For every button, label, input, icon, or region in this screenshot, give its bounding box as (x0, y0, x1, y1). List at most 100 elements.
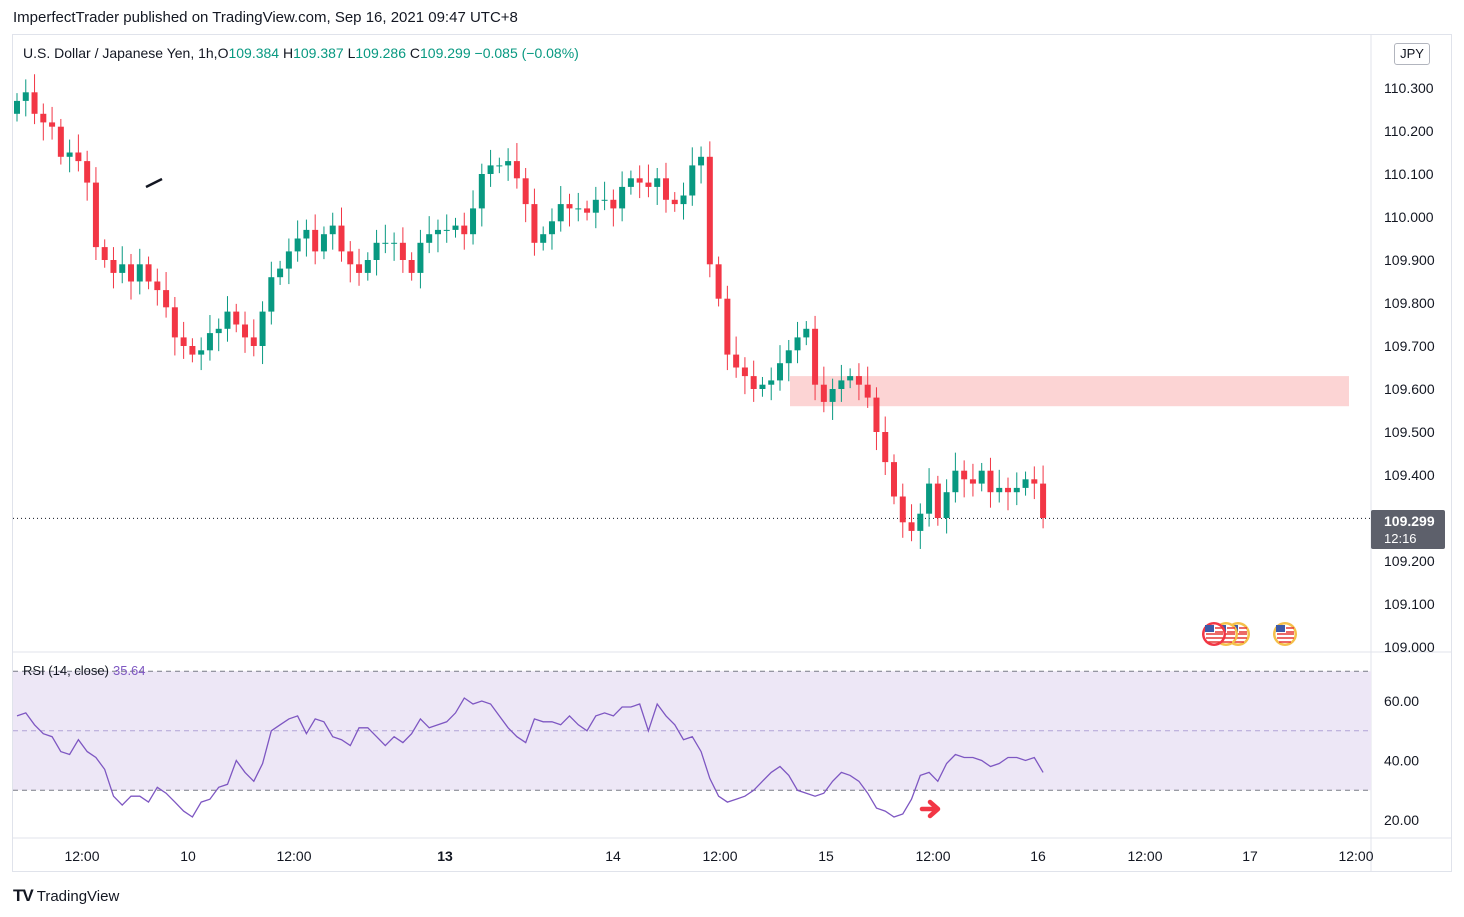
candle-body[interactable] (864, 384, 871, 398)
candle-body[interactable] (92, 182, 99, 248)
candle-body[interactable] (259, 311, 266, 346)
candle-body[interactable] (566, 204, 573, 209)
candle-body[interactable] (961, 470, 968, 480)
candle-body[interactable] (452, 225, 459, 230)
candle-body[interactable] (750, 376, 757, 389)
candle-body[interactable] (119, 264, 126, 273)
candle-body[interactable] (224, 311, 231, 329)
candle-body[interactable] (487, 165, 494, 174)
candle-body[interactable] (636, 178, 643, 183)
candle-body[interactable] (40, 113, 47, 123)
resistance-zone[interactable] (790, 376, 1349, 407)
candle-body[interactable] (84, 161, 91, 183)
currency-badge[interactable]: JPY (1394, 43, 1430, 65)
candle-body[interactable] (540, 234, 547, 243)
candle-body[interactable] (57, 126, 64, 157)
candle-body[interactable] (1031, 479, 1038, 484)
candle-body[interactable] (706, 156, 713, 265)
candle-body[interactable] (1005, 487, 1012, 493)
candle-body[interactable] (855, 376, 862, 385)
candle-body[interactable] (575, 208, 582, 210)
candle-body[interactable] (803, 328, 810, 338)
candle-body[interactable] (189, 346, 196, 355)
candle-body[interactable] (610, 199, 617, 209)
candle-body[interactable] (759, 384, 766, 389)
candle-body[interactable] (891, 462, 897, 497)
candle-body[interactable] (934, 483, 941, 518)
candle-body[interactable] (680, 195, 687, 205)
candle-body[interactable] (785, 350, 792, 364)
candle-body[interactable] (101, 247, 108, 260)
candle-body[interactable] (662, 178, 669, 200)
candle-body[interactable] (14, 100, 20, 114)
candle-body[interactable] (136, 264, 143, 282)
candle-body[interactable] (242, 324, 249, 338)
candle-body[interactable] (277, 268, 284, 278)
candle-body[interactable] (969, 479, 976, 484)
candle-body[interactable] (408, 260, 415, 273)
candle-body[interactable] (496, 165, 503, 167)
candle-body[interactable] (443, 229, 450, 231)
candle-body[interactable] (627, 178, 634, 187)
candle-body[interactable] (145, 264, 152, 282)
candle-body[interactable] (128, 264, 135, 282)
candle-body[interactable] (285, 251, 292, 269)
candle-body[interactable] (601, 199, 608, 201)
candle-body[interactable] (926, 483, 933, 514)
candle-body[interactable] (619, 186, 626, 209)
us-flag-event-icon[interactable] (1202, 622, 1226, 646)
candle-body[interactable] (417, 242, 424, 273)
candle-body[interactable] (391, 242, 398, 244)
tradingview-brand[interactable]: TV TradingView (13, 886, 119, 906)
candle-body[interactable] (110, 260, 117, 273)
candle-body[interactable] (75, 152, 82, 162)
candle-body[interactable] (671, 199, 678, 205)
candle-body[interactable] (171, 307, 178, 338)
candle-body[interactable] (505, 161, 512, 166)
candle-body[interactable] (654, 178, 661, 187)
candle-body[interactable] (645, 182, 652, 187)
candle-body[interactable] (22, 92, 29, 101)
candle-body[interactable] (952, 470, 959, 493)
candle-body[interactable] (356, 264, 363, 273)
candle-body[interactable] (733, 354, 740, 368)
candle-body[interactable] (715, 264, 722, 299)
candle-body[interactable] (461, 225, 468, 235)
candle-body[interactable] (584, 208, 591, 213)
candle-body[interactable] (829, 389, 836, 402)
rsi-line[interactable] (16, 697, 1044, 818)
candle-body[interactable] (338, 225, 345, 252)
candle-body[interactable] (66, 152, 73, 157)
candle-body[interactable] (434, 229, 441, 235)
candle-body[interactable] (794, 337, 801, 351)
candle-body[interactable] (689, 165, 696, 196)
candle-body[interactable] (522, 178, 529, 205)
candle-body[interactable] (776, 363, 783, 381)
candle-body[interactable] (882, 432, 889, 463)
candle-body[interactable] (294, 238, 301, 252)
candle-body[interactable] (268, 277, 275, 312)
candle-body[interactable] (1013, 487, 1020, 493)
candle-body[interactable] (978, 470, 985, 484)
candle-body[interactable] (917, 513, 924, 531)
red-arrow-icon[interactable] (919, 799, 941, 819)
candle-body[interactable] (513, 161, 520, 179)
candle-body[interactable] (873, 397, 880, 432)
candle-body[interactable] (768, 380, 775, 385)
candle-body[interactable] (347, 251, 354, 265)
candle-body[interactable] (312, 229, 319, 252)
candle-body[interactable] (215, 328, 222, 334)
candle-body[interactable] (470, 208, 477, 235)
candle-body[interactable] (399, 242, 406, 260)
candle-body[interactable] (1022, 479, 1029, 488)
candle-body[interactable] (548, 221, 555, 235)
candle-body[interactable] (1040, 483, 1047, 518)
us-flag-event-icon[interactable] (1273, 622, 1297, 646)
candle-body[interactable] (206, 333, 213, 351)
candle-body[interactable] (303, 229, 310, 239)
candle-body[interactable] (724, 298, 731, 355)
candle-body[interactable] (812, 328, 819, 385)
candle-body[interactable] (329, 225, 336, 235)
candle-body[interactable] (592, 199, 599, 213)
